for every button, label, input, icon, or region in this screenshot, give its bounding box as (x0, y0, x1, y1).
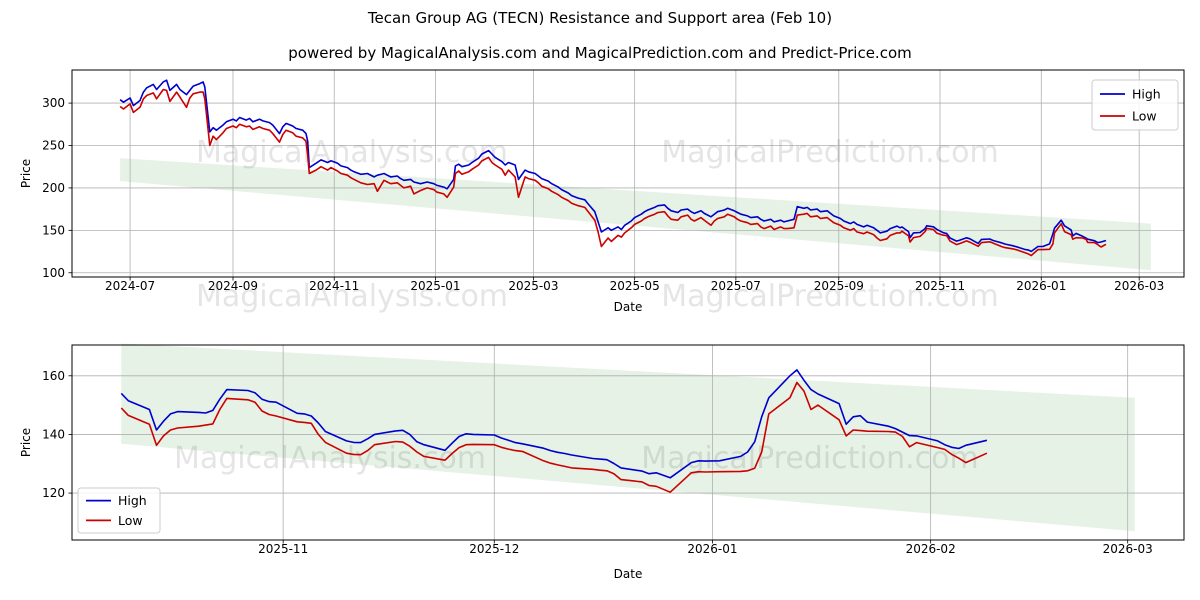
plot-frame (71, 69, 1185, 278)
figure-title: Tecan Group AG (TECN) Resistance and Sup… (367, 9, 833, 27)
support-resistance-band (121, 343, 1135, 532)
y-tick-label: 160 (42, 369, 65, 383)
x-tick-label: 2026-03 (1114, 279, 1164, 293)
y-tick-label: 150 (42, 223, 65, 237)
y-tick-label: 250 (42, 139, 65, 153)
high-series-line (119, 79, 1107, 253)
watermark-text: MagicalAnalysis.com (196, 135, 508, 170)
watermark-text: MagicalPrediction.com (641, 441, 979, 476)
x-tick-label: 2024-07 (105, 279, 155, 293)
x-tick-label: 2025-01 (410, 279, 460, 293)
x-tick-label: 2026-02 (906, 542, 956, 556)
watermark-text: MagicalPrediction.com (661, 135, 999, 170)
x-tick-label: 2026-03 (1103, 542, 1153, 556)
figure-subtitle: powered by MagicalAnalysis.com and Magic… (288, 44, 912, 62)
x-axis-label: Date (614, 567, 643, 581)
y-tick-label: 120 (42, 486, 65, 500)
y-axis-label: Price (19, 428, 33, 457)
support-resistance-band (120, 158, 1151, 271)
legend-high-label: High (118, 493, 147, 508)
main-chart: 2024-07 2024-09 2024-11 2025-01 2025-03 2025-… (19, 69, 1185, 314)
x-tick-label: 2025-11 (258, 542, 308, 556)
watermark-text: MagicalPrediction.com (661, 279, 999, 314)
y-tick-label: 300 (42, 96, 65, 110)
x-tick-label: 2025-07 (711, 279, 761, 293)
high-series-line (120, 369, 988, 479)
legend-box (77, 487, 161, 534)
x-tick-label: 2026-01 (1016, 279, 1066, 293)
y-axis-label: Price (19, 159, 33, 188)
x-tick-label: 2024-11 (309, 279, 359, 293)
x-tick-label: 2026-01 (687, 542, 737, 556)
zoom-chart: 2025-11 2025-12 2026-01 2026-02 2026-03 120 14… (19, 343, 1185, 581)
low-series-line (120, 381, 988, 493)
legend-high-label: High (1132, 87, 1161, 102)
x-axis-label: Date (614, 300, 643, 314)
x-tick-label: 2025-09 (814, 279, 864, 293)
legend-box (1091, 79, 1179, 131)
x-tick-label: 2025-03 (508, 279, 558, 293)
legend-low-label: Low (118, 513, 143, 528)
legend-low-label: Low (1132, 109, 1157, 124)
watermark-text: MagicalAnalysis.com (196, 279, 508, 314)
zoom-legend: High Low (77, 487, 161, 534)
y-tick-label: 200 (42, 181, 65, 195)
x-tick-label: 2025-12 (469, 542, 519, 556)
low-series-line (119, 88, 1107, 257)
x-tick-label: 2024-09 (208, 279, 258, 293)
y-tick-label: 100 (42, 266, 65, 280)
x-tick-label: 2025-11 (915, 279, 965, 293)
main-legend: High Low (1091, 79, 1179, 131)
x-tick-label: 2025-05 (610, 279, 660, 293)
plot-frame (71, 344, 1185, 541)
y-tick-label: 140 (42, 427, 65, 441)
